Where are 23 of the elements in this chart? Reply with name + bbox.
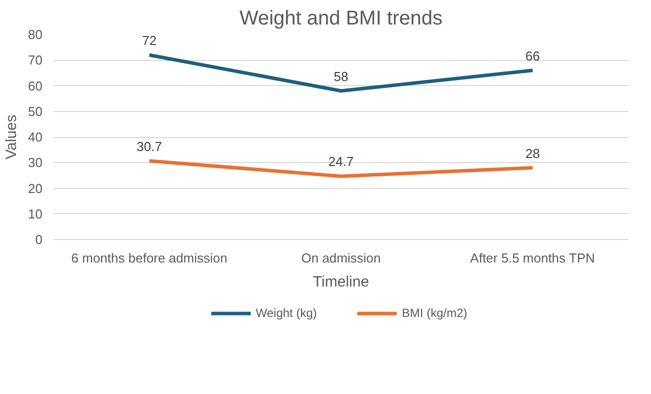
- y-tick-label: 40: [28, 130, 43, 144]
- y-tick-label: 0: [35, 232, 43, 247]
- y-tick-label: 10: [28, 206, 43, 222]
- x-tick-label: 6 months before admission: [71, 250, 228, 266]
- data-label: 66: [525, 48, 540, 64]
- legend-label: BMI (kg/m2): [402, 306, 468, 320]
- data-label: 24.7: [328, 154, 354, 170]
- data-label: 28: [525, 146, 540, 161]
- y-axis-title: Values: [3, 114, 20, 160]
- x-tick-label: After 5.5 months TPN: [470, 250, 595, 266]
- y-tick-label: 70: [28, 52, 43, 68]
- data-label: 30.7: [136, 138, 162, 154]
- y-tick-label: 30: [28, 155, 43, 170]
- chart-title: Weight and BMI trends: [239, 8, 443, 30]
- y-tick-label: 50: [28, 104, 43, 119]
- y-tick-label: 20: [28, 180, 43, 196]
- y-tick-label: 80: [28, 27, 43, 42]
- y-tick-label: 60: [28, 78, 43, 94]
- data-label: 58: [334, 68, 348, 84]
- x-axis-title: Timeline: [312, 274, 370, 290]
- legend-label: Weight (kg): [256, 306, 317, 320]
- data-label: 72: [142, 33, 157, 48]
- x-tick-label: On admission: [301, 250, 381, 266]
